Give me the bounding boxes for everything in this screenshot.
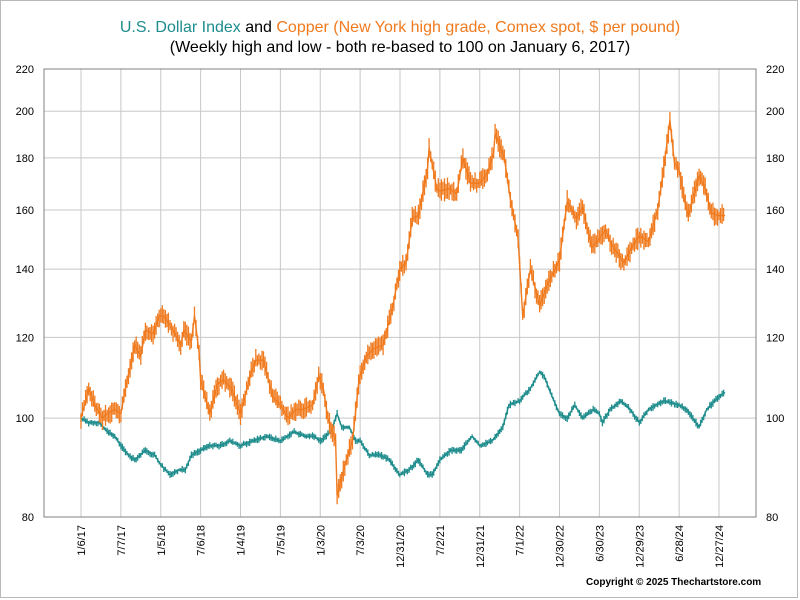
x-tick-label: 7/5/19 bbox=[275, 525, 287, 556]
x-tick-label: 1/4/19 bbox=[236, 525, 248, 556]
y-tick-label-left: 120 bbox=[16, 332, 34, 344]
x-tick-label: 6/30/23 bbox=[594, 525, 606, 562]
copper-line bbox=[80, 119, 726, 497]
x-tick-label: 7/6/18 bbox=[196, 525, 208, 556]
chart-title: U.S. Dollar Index and Copper (New York h… bbox=[0, 19, 800, 37]
x-tick-label: 6/28/24 bbox=[674, 525, 686, 562]
grid bbox=[44, 68, 756, 518]
y-tick-label-left: 200 bbox=[16, 106, 34, 118]
title-dollar-index: U.S. Dollar Index bbox=[119, 19, 241, 36]
series-layer bbox=[80, 112, 726, 505]
y-tick-label-right: 100 bbox=[766, 413, 784, 425]
x-tick-label: 12/31/21 bbox=[475, 525, 487, 568]
copper-series bbox=[80, 112, 726, 505]
y-tick-label-left: 80 bbox=[22, 512, 34, 524]
y-tick-label-right: 80 bbox=[766, 512, 778, 524]
dollar-range-bars bbox=[80, 370, 725, 478]
y-axis-ticks: 80 80 100 100 120 120 140 140 160 160 180 180 200 200… bbox=[16, 64, 785, 524]
title-copper: Copper (New York high grade, Comex spot,… bbox=[276, 19, 681, 36]
y-tick-label-right: 120 bbox=[766, 332, 784, 344]
y-tick-label-right: 220 bbox=[766, 64, 784, 76]
x-tick-label: 7/2/21 bbox=[435, 525, 447, 556]
x-tick-label: 12/27/24 bbox=[714, 525, 726, 568]
copyright-notice: Copyright © 2025 Thechartstore.com bbox=[586, 577, 762, 588]
y-tick-label-left: 140 bbox=[16, 264, 34, 276]
x-tick-label: 1/3/20 bbox=[315, 525, 327, 556]
x-tick-label: 12/31/20 bbox=[395, 525, 407, 568]
x-tick-label: 12/29/23 bbox=[634, 525, 646, 568]
y-tick-label-right: 200 bbox=[766, 106, 784, 118]
title-and: and bbox=[240, 19, 277, 36]
x-axis-ticks: 1/6/17 7/7/17 1/5/18 7/6/18 1/4/19 7/5/19 1/3/… bbox=[76, 525, 726, 568]
x-tick-label: 1/5/18 bbox=[156, 525, 168, 556]
y-tick-label-left: 220 bbox=[16, 64, 34, 76]
dollar-index-series bbox=[80, 370, 726, 478]
plot-area-border bbox=[43, 68, 757, 518]
copper-range-bars bbox=[80, 112, 725, 505]
x-tick-label: 7/3/20 bbox=[355, 525, 367, 556]
y-tick-label-left: 160 bbox=[16, 205, 34, 217]
x-tick-label: 1/6/17 bbox=[76, 525, 88, 556]
y-tick-label-right: 180 bbox=[766, 153, 784, 165]
y-tick-label-right: 140 bbox=[766, 264, 784, 276]
x-tick-label: 7/7/17 bbox=[116, 525, 128, 556]
x-tick-label: 12/30/22 bbox=[555, 525, 567, 568]
y-tick-label-left: 100 bbox=[16, 413, 34, 425]
y-tick-label-left: 180 bbox=[16, 153, 34, 165]
chart-subtitle: (Weekly high and low - both re-based to … bbox=[169, 39, 631, 56]
y-tick-label-right: 160 bbox=[766, 205, 784, 217]
dollar-index-line bbox=[80, 371, 726, 476]
x-tick-label: 7/1/22 bbox=[515, 525, 527, 556]
